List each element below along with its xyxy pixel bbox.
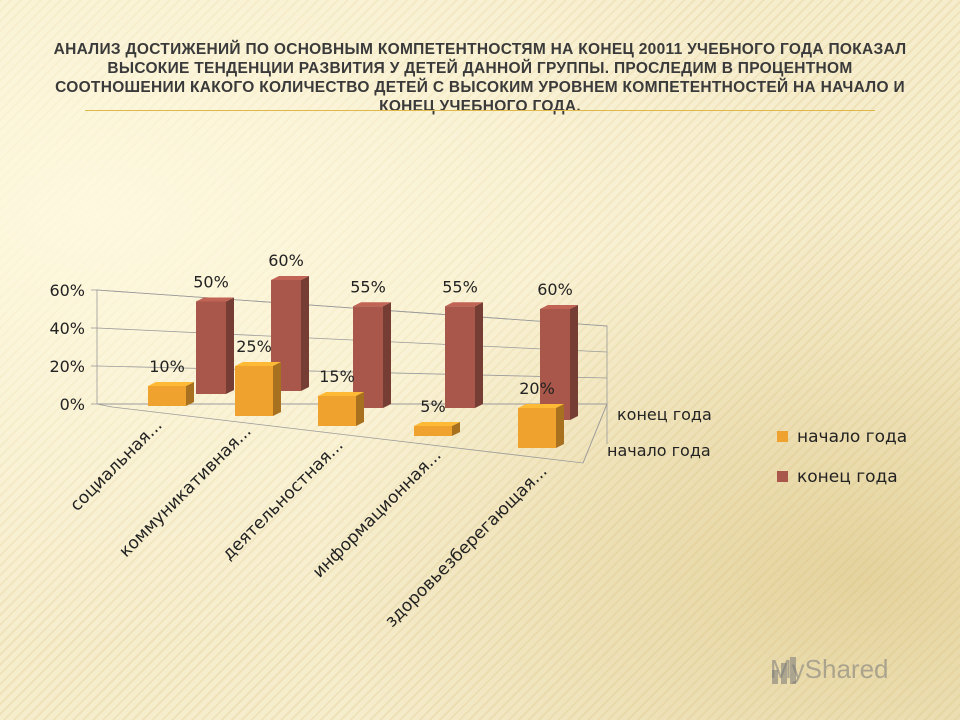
- slide-title: Анализ достижений по основным компетентн…: [53, 41, 907, 115]
- y-tick-label: 0%: [60, 395, 85, 414]
- gridline: [96, 365, 608, 379]
- bar-start-0-top: [148, 382, 194, 386]
- bar-end-0: [196, 301, 226, 394]
- gridline: [96, 327, 608, 353]
- bar-end-0-top: [196, 297, 234, 302]
- x-tick-label-0: социальная...: [66, 415, 166, 515]
- bar-start-2-side: [356, 392, 364, 426]
- legend-swatch-0: [777, 431, 788, 442]
- data-label-end-1: 60%: [268, 251, 304, 270]
- gridline: [96, 289, 608, 327]
- bar-end-3-top: [445, 302, 483, 307]
- bar-start-1-side: [273, 362, 281, 416]
- bar-end-2: [353, 306, 383, 408]
- bar-end-2-side: [383, 302, 391, 408]
- data-label-start-0: 10%: [149, 357, 185, 376]
- data-label-start-4: 20%: [519, 379, 555, 398]
- legend-swatch-1: [777, 471, 788, 482]
- myshared-logo-icon: [772, 657, 796, 684]
- bar-end-4-side: [570, 305, 578, 420]
- bar-start-0-side: [186, 382, 194, 406]
- bar-end-2-top: [353, 302, 391, 307]
- y-tick-label: 20%: [49, 357, 85, 376]
- bar-end-0-side: [226, 297, 234, 394]
- data-label-end-4: 60%: [537, 280, 573, 299]
- data-label-start-2: 15%: [319, 367, 355, 386]
- title-divider: [85, 110, 875, 111]
- bar-end-1-top: [271, 276, 309, 280]
- legend-label-0: начало года: [797, 427, 907, 447]
- bar-start-2-top: [318, 392, 364, 396]
- bar-start-4-top: [518, 404, 564, 408]
- bar-start-3: [414, 426, 452, 436]
- bar-end-4-top: [540, 305, 578, 309]
- data-label-end-0: 50%: [193, 273, 229, 292]
- bar-start-2: [318, 396, 356, 426]
- watermark-logo: MyShared: [770, 654, 889, 685]
- legend-label-1: конец года: [797, 467, 898, 487]
- floor-edge: [582, 403, 608, 464]
- y-tick-label: 60%: [49, 281, 85, 300]
- watermark-text: MyShared: [770, 654, 889, 684]
- data-label-start-3: 5%: [420, 397, 445, 416]
- depth-label-start: начало года: [607, 441, 711, 460]
- x-tick-label-2: деятельностная...: [219, 435, 348, 564]
- data-label-start-1: 25%: [236, 337, 272, 356]
- bar-end-1-side: [301, 276, 309, 391]
- bar-start-1: [235, 366, 273, 416]
- bar-start-3-side: [452, 422, 460, 436]
- bar-start-4-side: [556, 404, 564, 448]
- depth-label-end: конец года: [617, 405, 712, 424]
- data-label-end-2: 55%: [350, 277, 386, 296]
- bar-end-3-side: [475, 302, 483, 408]
- bar-start-4: [518, 408, 556, 448]
- data-label-end-3: 55%: [442, 277, 478, 296]
- bar-start-3-top: [414, 422, 460, 426]
- y-tick-label: 40%: [49, 319, 85, 338]
- bar-start-0: [148, 386, 186, 406]
- bar-start-1-top: [235, 362, 281, 366]
- bar-end-3: [445, 306, 475, 408]
- bar-end-4: [540, 309, 570, 420]
